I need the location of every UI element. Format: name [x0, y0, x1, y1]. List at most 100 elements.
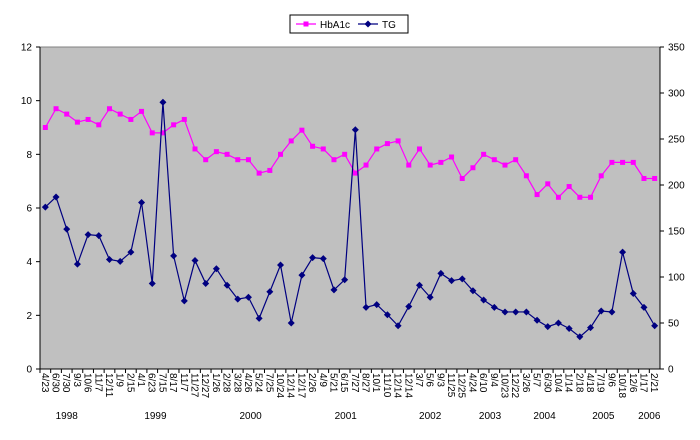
marker [96, 122, 102, 128]
marker [245, 157, 251, 163]
marker [481, 151, 487, 157]
marker [266, 288, 274, 296]
legend-marker [364, 20, 372, 28]
year-label: 2006 [638, 411, 661, 422]
marker [512, 308, 520, 316]
year-label: 2005 [592, 411, 615, 422]
year-label: 2004 [533, 411, 556, 422]
marker [587, 324, 595, 332]
marker [288, 138, 294, 144]
x-tick-label: 7/30 [60, 373, 71, 393]
x-tick-label: 3/28 [231, 373, 242, 393]
marker [138, 198, 146, 206]
x-tick-label: 5/6 [424, 373, 435, 387]
marker [491, 157, 497, 163]
x-tick-label: 10/1 [370, 373, 381, 393]
x-tick-label: 9/4 [488, 373, 499, 387]
marker [320, 146, 326, 152]
marker [598, 173, 604, 179]
x-tick-label: 10/23 [499, 373, 510, 398]
marker [213, 149, 219, 155]
marker [351, 126, 359, 134]
marker [73, 260, 81, 268]
legend-label: HbA1c [320, 20, 350, 31]
x-tick-label: 4/18 [584, 373, 595, 393]
series-markers [41, 98, 659, 341]
x-tick-label: 7/25 [263, 373, 274, 393]
y2-tick-label: 300 [668, 89, 685, 100]
x-tick-label: 11/25 [445, 373, 456, 398]
x-tick-label: 2/21 [648, 373, 659, 393]
marker [608, 308, 616, 316]
marker [139, 108, 145, 114]
y-tick-label: 2 [26, 311, 32, 322]
x-tick-label: 6/10 [477, 373, 488, 393]
x-tick-label: 6/30 [541, 373, 552, 393]
marker [42, 125, 48, 130]
marker [41, 203, 49, 211]
marker [437, 269, 445, 277]
marker [223, 281, 231, 289]
marker [620, 159, 626, 165]
x-tick-label: 11/10 [381, 373, 392, 398]
x-tick-label: 12/27 [199, 373, 210, 398]
marker [352, 170, 358, 176]
marker [566, 184, 572, 190]
marker [629, 290, 637, 298]
marker [415, 281, 423, 289]
y2-tick-label: 150 [668, 227, 685, 238]
x-tick-label: 9/6 [605, 373, 616, 387]
marker [383, 311, 391, 319]
x-tick-label: 4/26 [242, 373, 253, 393]
marker [427, 162, 433, 168]
marker [522, 308, 530, 316]
x-tick-label: 11/27 [189, 373, 200, 398]
year-label: 2000 [239, 411, 262, 422]
y2-tick-label: 250 [668, 135, 685, 146]
series-markers [42, 106, 658, 200]
marker [576, 333, 584, 341]
x-tick-label: 12/6 [627, 373, 638, 393]
marker [458, 275, 466, 283]
x-tick-label: 2/18 [573, 373, 584, 393]
marker [53, 106, 59, 112]
x-tick-label: 10/4 [552, 373, 563, 393]
marker [619, 248, 627, 256]
y2-tick-label: 50 [668, 319, 680, 330]
legend-marker [303, 21, 309, 27]
legend-label: TG [382, 20, 396, 31]
marker [555, 194, 561, 200]
marker [384, 141, 390, 147]
x-tick-label: 6/23 [146, 373, 157, 393]
x-tick-label: 4/24 [466, 373, 477, 393]
marker [374, 146, 380, 152]
x-tick-label: 12/22 [509, 373, 520, 398]
marker [192, 146, 198, 152]
y-tick-label: 10 [21, 96, 33, 107]
y2-tick-label: 100 [668, 273, 685, 284]
marker [319, 255, 327, 263]
x-tick-label: 3/26 [520, 373, 531, 393]
x-tick-label: 4/9 [317, 373, 328, 387]
year-label: 2002 [419, 411, 442, 422]
x-tick-label: 11/7 [92, 373, 103, 392]
x-tick-label: 1/14 [563, 373, 574, 393]
y-tick-label: 4 [26, 257, 32, 268]
marker [310, 143, 316, 149]
marker [330, 286, 338, 294]
marker [255, 314, 263, 322]
marker [363, 162, 369, 168]
legend: HbA1c TG [289, 14, 409, 34]
marker [545, 181, 551, 187]
series-line [44, 107, 655, 199]
marker [544, 323, 552, 331]
x-tick-label: 9/3 [71, 373, 82, 387]
x-tick-label: 4/23 [39, 373, 50, 393]
marker [470, 165, 476, 171]
marker [203, 157, 209, 163]
marker [287, 319, 295, 327]
marker [127, 248, 135, 256]
marker [170, 252, 178, 260]
marker [490, 303, 498, 311]
